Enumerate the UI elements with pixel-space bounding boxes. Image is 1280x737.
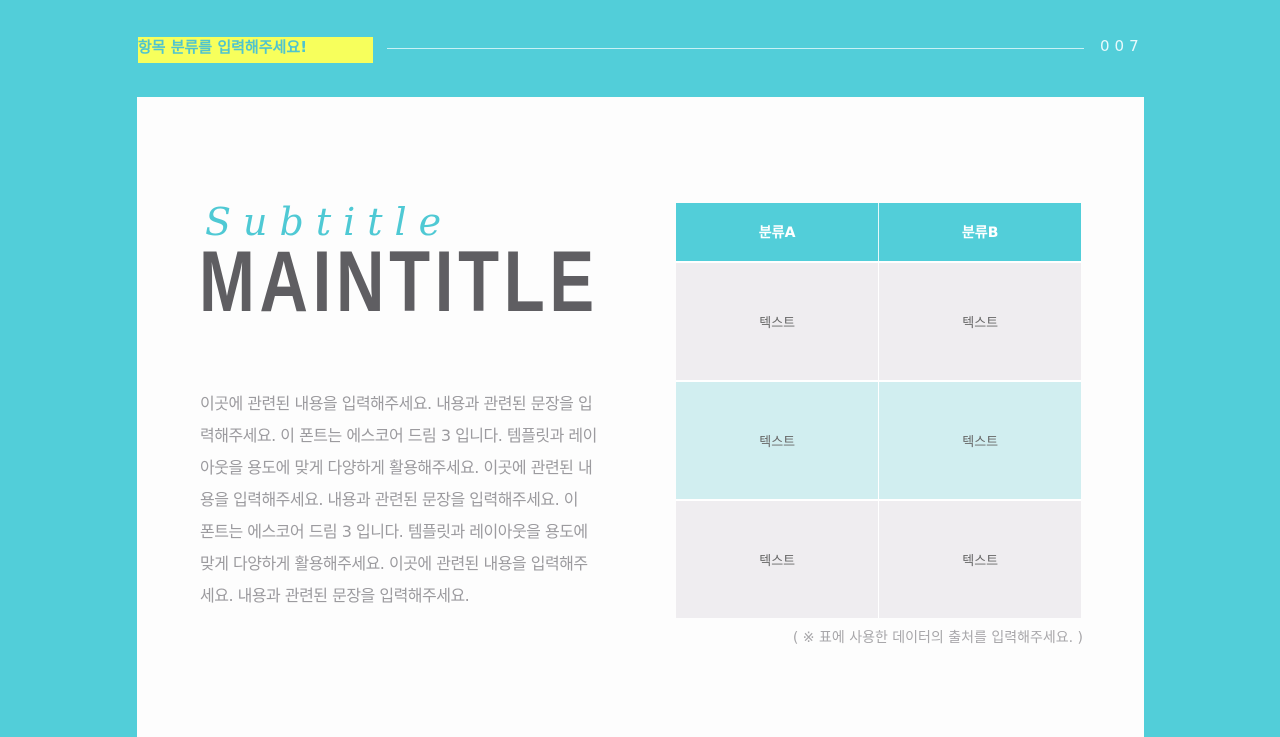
table-cell: 텍스트 — [676, 380, 880, 500]
table-row: 텍스트 텍스트 — [676, 261, 1081, 381]
table-cell: 텍스트 — [878, 380, 1081, 500]
table-cell: 텍스트 — [676, 499, 880, 618]
body-line: 맞게 다양하게 활용해주세요. 이곳에 관련된 내용을 입력해주 — [200, 554, 588, 573]
table-header-row: 분류A 분류B — [676, 203, 1081, 262]
body-line: 폰트는 에스코어 드림 3 입니다. 템플릿과 레이아웃을 용도에 — [200, 522, 588, 541]
body-line: 이곳에 관련된 내용을 입력해주세요. 내용과 관련된 문장을 입 — [200, 394, 593, 413]
table-cell: 텍스트 — [676, 261, 880, 381]
table-cell: 텍스트 — [878, 499, 1081, 618]
source-note: ( ※ 표에 사용한 데이터의 출처를 입력해주세요. ) — [792, 630, 1083, 646]
header-cell: 분류A — [676, 203, 880, 262]
table-cell: 텍스트 — [878, 261, 1081, 381]
data-table: 분류A 분류B 텍스트 텍스트 텍스트 텍스트 텍스트 텍스트 — [676, 203, 1081, 618]
body-line: 용을 입력해주세요. 내용과 관련된 문장을 입력해주세요. 이 — [200, 490, 578, 509]
table-row: 텍스트 텍스트 — [676, 380, 1081, 500]
body-line: 아웃을 용도에 맞게 다양하게 활용해주세요. 이곳에 관련된 내 — [200, 458, 593, 477]
table-row: 텍스트 텍스트 — [676, 499, 1081, 618]
body-line: 력해주세요. 이 폰트는 에스코어 드림 3 입니다. 템플릿과 레이 — [200, 426, 597, 445]
header-cell: 분류B — [878, 203, 1081, 262]
category-label: 항목 분류를 입력해주세요! — [138, 37, 373, 63]
page-number: 007 — [1100, 37, 1144, 55]
header-divider — [387, 48, 1084, 49]
body-line: 세요. 내용과 관련된 문장을 입력해주세요. — [200, 586, 470, 605]
subtitle: Subtitle — [205, 200, 454, 244]
main-title: MAINTITLE — [199, 234, 599, 330]
body-text: 이곳에 관련된 내용을 입력해주세요. 내용과 관련된 문장을 입 력해주세요.… — [200, 388, 597, 612]
